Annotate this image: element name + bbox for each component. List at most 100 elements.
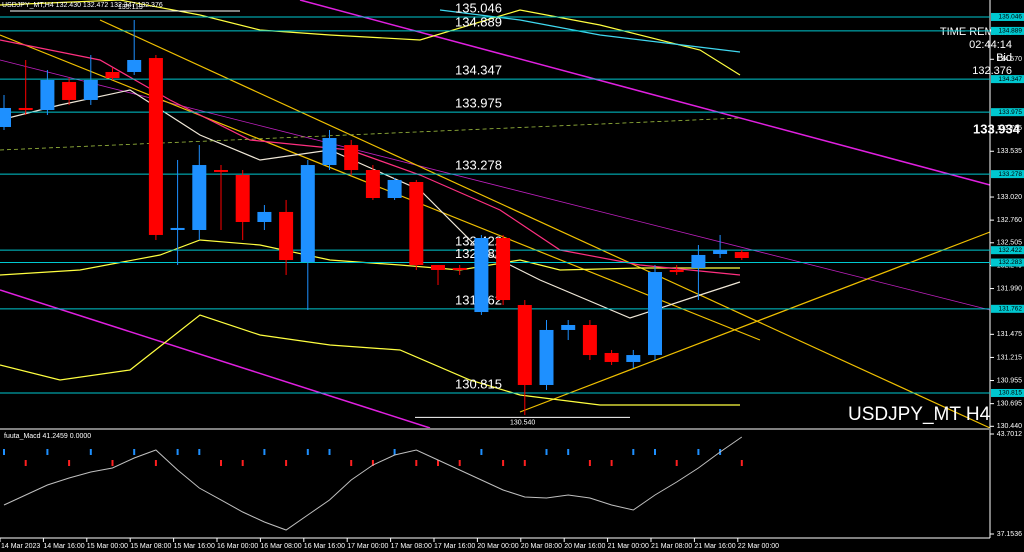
- moving-average: [439, 9, 741, 53]
- macd-histogram: [523, 460, 526, 467]
- y-tick-label: 130.695: [997, 400, 1022, 407]
- level-axis-label: 132.422: [999, 247, 1023, 254]
- macd-histogram: [567, 448, 570, 455]
- candle-body: [496, 237, 511, 301]
- y-tick-label: 130.955: [997, 377, 1022, 384]
- y-tick-label: 133.795: [997, 125, 1022, 132]
- macd-histogram: [176, 448, 179, 455]
- macd-histogram: [46, 448, 49, 455]
- y-tick-label: 131.475: [997, 331, 1022, 338]
- macd-histogram: [133, 448, 136, 455]
- candle-body: [517, 305, 532, 385]
- x-tick-label: 20 Mar 16:00: [564, 543, 605, 550]
- y-tick-label: 133.535: [997, 148, 1022, 155]
- candle-body: [365, 170, 380, 199]
- candle-body: [582, 324, 597, 356]
- y-tick-label: 37.1536: [997, 531, 1022, 538]
- x-tick-label: 15 Mar 16:00: [174, 543, 215, 550]
- chart-title: USDJPY_MT,H4 132.430 132.472 132.347 132…: [2, 2, 163, 9]
- level-label: 135.046: [455, 0, 502, 15]
- watermark: USDJPY_MT H4: [848, 404, 991, 425]
- level-axis-label: 132.283: [999, 259, 1023, 266]
- candle-body: [669, 269, 684, 273]
- candle-body: [387, 179, 402, 199]
- level-label: 133.975: [455, 96, 502, 111]
- band-line: [0, 0, 741, 76]
- x-tick-label: 16 Mar 00:00: [217, 543, 258, 550]
- level-axis-box: [991, 75, 1024, 84]
- y-tick-label: 131.215: [997, 354, 1022, 361]
- candle-body: [322, 138, 337, 166]
- macd-histogram: [437, 460, 439, 467]
- macd-histogram: [371, 460, 374, 467]
- candle-body: [626, 355, 641, 362]
- trend-line: [0, 34, 761, 341]
- y-tick-label: 133.020: [997, 194, 1022, 201]
- candle-body: [539, 329, 554, 385]
- level-label: 134.347: [455, 63, 502, 78]
- macd-histogram: [328, 448, 331, 455]
- macd-histogram: [740, 460, 743, 467]
- macd-histogram: [68, 460, 71, 467]
- candle-body: [257, 211, 272, 222]
- macd-histogram: [24, 460, 27, 467]
- macd-histogram: [654, 448, 656, 455]
- macd-histogram: [415, 460, 418, 467]
- x-tick-label: 21 Mar 00:00: [608, 543, 649, 550]
- level-axis-box: [991, 12, 1024, 21]
- moving-average: [0, 39, 741, 276]
- level-axis-label: 130.815: [999, 390, 1023, 397]
- x-tick-label: 20 Mar 00:00: [477, 543, 518, 550]
- candle-body: [170, 227, 185, 230]
- x-tick-label: 17 Mar 16:00: [434, 543, 475, 550]
- dashed-line: [0, 117, 741, 151]
- candle-body: [431, 265, 445, 270]
- macd-histogram: [285, 460, 288, 467]
- price-label: 133.934: [973, 121, 1021, 136]
- x-tick-label: 15 Mar 00:00: [87, 543, 128, 550]
- level-axis-box: [991, 170, 1024, 179]
- x-tick-label: 14 Mar 2023: [1, 543, 40, 550]
- macd-histogram: [610, 460, 613, 467]
- level-label: 130.815: [455, 376, 502, 391]
- candle-body: [0, 107, 11, 127]
- level-axis-label: 134.889: [999, 28, 1023, 35]
- candle-body: [214, 170, 228, 172]
- macd-histogram: [198, 448, 201, 455]
- macd-title: fuuta_Macd 41.2459 0.0000: [4, 433, 91, 440]
- x-tick-label: 14 Mar 16:00: [43, 543, 84, 550]
- time-remain: 02:44:14: [969, 39, 1012, 51]
- x-tick-label: 21 Mar 16:00: [694, 543, 735, 550]
- trend-line: [0, 289, 431, 429]
- macd-histogram: [220, 460, 222, 467]
- x-tick-label: 17 Mar 00:00: [347, 543, 388, 550]
- macd-histogram: [675, 460, 678, 467]
- candle-body: [235, 174, 250, 222]
- level-label: 134.889: [455, 14, 502, 29]
- level-axis-label: 131.762: [999, 306, 1023, 313]
- candle-body: [409, 182, 424, 266]
- y-tick-label: 130.440: [997, 423, 1022, 430]
- candle-body: [300, 165, 315, 262]
- macd-histogram: [588, 460, 591, 467]
- x-tick-label: 17 Mar 08:00: [391, 543, 432, 550]
- macd-histogram: [480, 448, 483, 455]
- macd-line: [3, 436, 743, 531]
- y-tick-label: 131.990: [997, 285, 1022, 292]
- x-tick-label: 22 Mar 00:00: [738, 543, 779, 550]
- trend-line: [519, 231, 991, 413]
- candle-body: [40, 79, 55, 111]
- macd-histogram: [306, 448, 309, 455]
- band-line: [0, 314, 740, 406]
- macd-histogram: [393, 448, 396, 455]
- candle-body: [127, 59, 142, 72]
- y-tick-label: 132.505: [997, 240, 1022, 247]
- candle-body: [713, 249, 728, 254]
- candle-body: [279, 211, 294, 261]
- x-tick-label: 21 Mar 08:00: [651, 543, 692, 550]
- candle-body: [734, 252, 749, 258]
- level-axis-box: [991, 108, 1024, 117]
- candle-body: [344, 145, 359, 171]
- macd-histogram: [502, 460, 505, 467]
